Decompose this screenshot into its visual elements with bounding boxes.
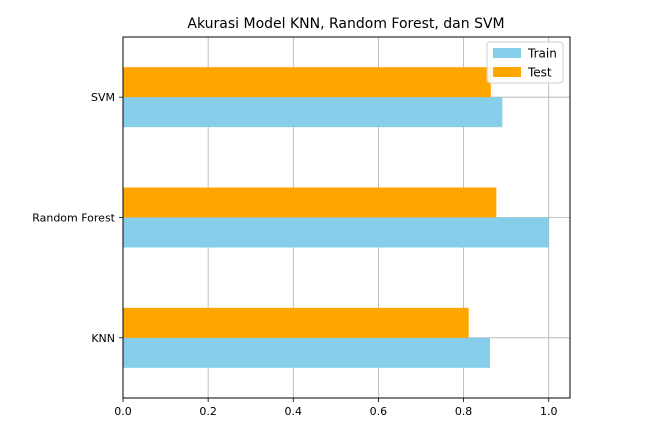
bar-train-knn (123, 337, 490, 368)
x-tick-label: 0.8 (455, 405, 473, 418)
x-tick-label: 1.0 (540, 405, 558, 418)
bar-test-random-forest (123, 187, 497, 218)
x-tick-label: 0.0 (114, 405, 132, 418)
bar-layer (123, 67, 549, 368)
bar-train-random-forest (123, 217, 549, 248)
legend-swatch-train (493, 48, 521, 58)
x-tick-label: 0.2 (199, 405, 217, 418)
y-tick-label: Random Forest (32, 212, 115, 225)
bar-test-svm (123, 67, 491, 98)
y-tick-label: SVM (91, 91, 115, 104)
x-tick-label: 0.6 (370, 405, 388, 418)
bar-test-knn (123, 307, 469, 338)
legend: Train Test (486, 41, 564, 84)
legend-label-train: Train (527, 47, 557, 61)
y-tick-label: KNN (91, 332, 115, 345)
chart-title: Akurasi Model KNN, Random Forest, dan SV… (187, 16, 504, 32)
bar-train-svm (123, 97, 503, 128)
axis-layer: 0.0 0.2 0.4 0.6 0.8 1.0 KNN Random Forest SVM (32, 91, 557, 418)
legend-swatch-test (493, 67, 521, 77)
legend-label-test: Test (527, 66, 552, 80)
x-tick-label: 0.4 (285, 405, 303, 418)
